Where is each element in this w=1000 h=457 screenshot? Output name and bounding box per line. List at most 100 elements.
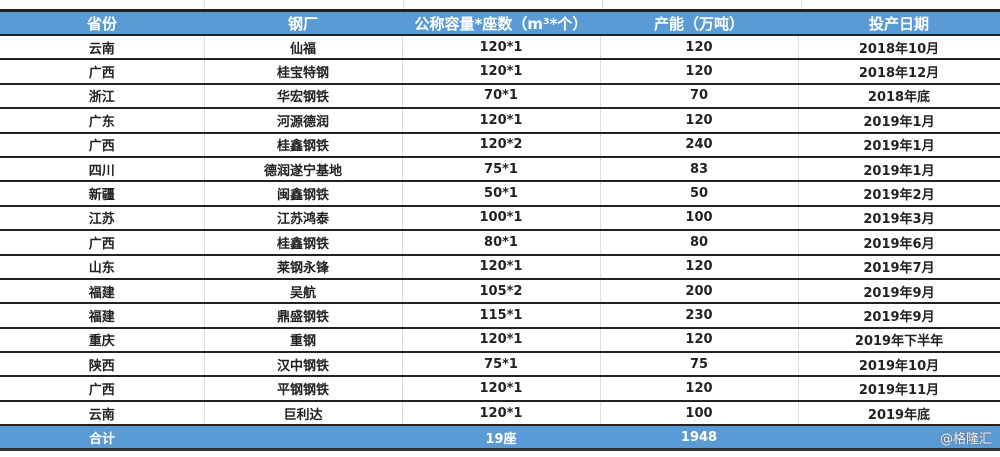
output-cell: 70 [600,83,799,110]
province-cell: 广西 [0,132,205,158]
province-cell: 广西 [0,230,205,256]
capacity-cell: 120*1 [402,400,601,427]
table-row: 山东 莱钢永锋 120*1 120 2019年7月 [0,254,1000,280]
plant-cell: 重钢 [204,327,403,354]
output-cell: 120 [600,108,799,134]
plant-cell: 平钢钢铁 [204,376,403,402]
plant-cell: 闽鑫钢铁 [204,181,403,207]
capacity-cell: 70*1 [402,83,601,110]
plant-cell: 河源德润 [204,108,403,134]
output-cell: 100 [600,205,799,232]
plant-cell: 仙福 [204,35,403,61]
output-cell: 200 [600,278,799,305]
top-strip [0,0,1000,12]
output-cell: 1948 [600,425,798,452]
start-date-cell: 2019年下半年 [798,327,1000,354]
province-cell: 新疆 [0,181,205,207]
start-date-cell: 2019年9月 [798,303,1000,329]
province-cell: 云南 [0,35,205,61]
capacity-cell: 120*1 [402,327,601,354]
capacity-cell: 19座 [402,425,600,452]
province-cell: 重庆 [0,327,205,354]
output-cell: 50 [600,181,799,207]
capacity-cell: 公称容量*座数（m³*个） [402,12,600,36]
capacity-cell: 50*1 [402,181,601,207]
table-row: 新疆 闽鑫钢铁 50*1 50 2019年2月 [0,181,1000,207]
table-row: 四川 德润遂宁基地 75*1 83 2019年1月 [0,156,1000,183]
output-cell: 75 [600,352,799,378]
province-cell: 合计 [0,425,204,452]
output-cell: 80 [600,230,799,256]
start-date-cell: 2019年3月 [798,205,1000,232]
plant-cell: 德润遂宁基地 [204,156,403,183]
start-date-cell: 2019年2月 [798,181,1000,207]
output-cell: 产能（万吨） [600,12,798,36]
table-row: 广西 桂宝特钢 120*1 120 2018年12月 [0,59,1000,85]
capacity-cell: 100*1 [402,205,601,232]
capacity-cell: 120*1 [402,254,601,280]
province-cell: 福建 [0,278,205,305]
start-date-cell: 2019年1月 [798,156,1000,183]
capacity-cell: 115*1 [402,303,601,329]
table-row: 广东 河源德润 120*1 120 2019年1月 [0,108,1000,134]
output-cell: 120 [600,376,799,402]
capacity-cell: 105*2 [402,278,601,305]
plant-cell: 桂宝特钢 [204,59,403,85]
province-cell: 陕西 [0,352,205,378]
plant-cell: 桂鑫钢铁 [204,230,403,256]
capacity-cell: 120*2 [402,132,601,158]
table-row: 云南 巨利达 120*1 100 2019年底 [0,400,1000,427]
capacity-cell: 120*1 [402,35,601,61]
header-row: 省份 钢厂 公称容量*座数（m³*个） 产能（万吨） 投产日期 [0,12,1000,36]
output-cell: 100 [600,400,799,427]
province-cell: 江苏 [0,205,205,232]
output-cell: 230 [600,303,799,329]
capacity-cell: 75*1 [402,156,601,183]
plant-cell: 吴航 [204,278,403,305]
table-row: 江苏 江苏鸿泰 100*1 100 2019年3月 [0,205,1000,232]
start-date-cell [798,425,1000,452]
table-row: 福建 吴航 105*2 200 2019年9月 [0,278,1000,305]
table-row: 广西 桂鑫钢铁 80*1 80 2019年6月 [0,230,1000,256]
province-cell: 云南 [0,400,205,427]
table-row: 广西 桂鑫钢铁 120*2 240 2019年1月 [0,132,1000,158]
province-cell: 山东 [0,254,205,280]
table-row: 广西 平钢钢铁 120*1 120 2019年11月 [0,376,1000,402]
start-date-cell: 2019年1月 [798,108,1000,134]
total-row: 合计 19座 1948 [0,425,1000,452]
output-cell: 120 [600,59,799,85]
capacity-cell: 80*1 [402,230,601,256]
plant-cell: 莱钢永锋 [204,254,403,280]
plant-cell: 钢厂 [204,12,402,36]
province-cell: 省份 [0,12,204,36]
output-cell: 120 [600,254,799,280]
watermark: @格隆汇 [939,432,992,447]
steel-plant-table: 省份 钢厂 公称容量*座数（m³*个） 产能（万吨） 投产日期 云南 仙福 120*1 120 2… [0,12,1000,452]
capacity-cell: 120*1 [402,376,601,402]
start-date-cell: 2018年底 [798,83,1000,110]
start-date-cell: 2019年底 [798,400,1000,427]
output-cell: 240 [600,132,799,158]
plant-cell: 巨利达 [204,400,403,427]
capacity-cell: 120*1 [402,108,601,134]
province-cell: 四川 [0,156,205,183]
start-date-cell: 2018年12月 [798,59,1000,85]
output-cell: 120 [600,35,799,61]
start-date-cell: 2019年1月 [798,132,1000,158]
start-date-cell: 投产日期 [798,12,1000,36]
capacity-cell: 120*1 [402,59,601,85]
plant-cell: 鼎盛钢铁 [204,303,403,329]
province-cell: 广东 [0,108,205,134]
start-date-cell: 2019年6月 [798,230,1000,256]
plant-cell: 汉中钢铁 [204,352,403,378]
plant-cell: 华宏钢铁 [204,83,403,110]
start-date-cell: 2019年9月 [798,278,1000,305]
province-cell: 广西 [0,59,205,85]
province-cell: 浙江 [0,83,205,110]
plant-cell [204,425,402,452]
capacity-cell: 75*1 [402,352,601,378]
plant-cell: 江苏鸿泰 [204,205,403,232]
start-date-cell: 2019年11月 [798,376,1000,402]
table-row: 福建 鼎盛钢铁 115*1 230 2019年9月 [0,303,1000,329]
start-date-cell: 2019年10月 [798,352,1000,378]
